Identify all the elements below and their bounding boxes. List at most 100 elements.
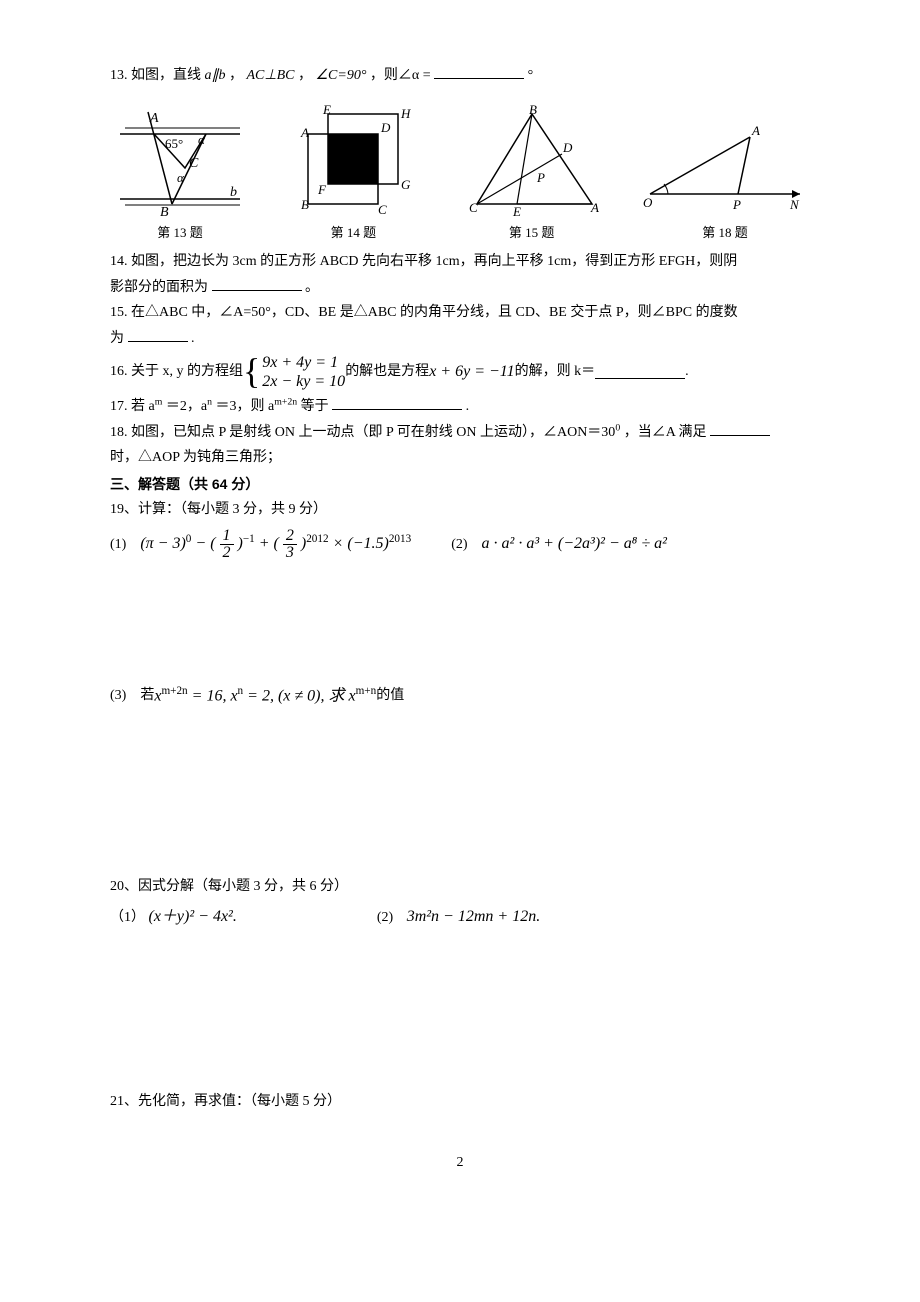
p3-e1: = 16, <box>192 687 231 704</box>
q16-brace: { <box>243 357 260 386</box>
q14-line2: 影部分的面积为 。 <box>110 276 810 298</box>
figure-18-caption: 第 18 题 <box>702 223 748 243</box>
q15-blank <box>128 327 188 342</box>
q13-rel: a∥b <box>205 68 226 83</box>
q17-end: . <box>466 399 470 414</box>
f14-G: G <box>401 177 411 192</box>
q18-l1-prefix: 18. 如图，已知点 P 是射线 ON 上一动点（即 P 可在射线 ON 上运动… <box>110 425 615 440</box>
f15-C: C <box>469 200 478 215</box>
p1-frac2: 23 <box>283 528 297 561</box>
f15-P: P <box>536 170 545 185</box>
q15-l2-suffix: . <box>191 331 195 346</box>
q20-title: 20、因式分解（每小题 3 分，共 6 分） <box>110 876 810 897</box>
f14-D: D <box>380 120 391 135</box>
f15-B: B <box>529 104 537 117</box>
q14-l2-suffix: 。 <box>305 280 319 295</box>
q13-s2: ， <box>298 68 312 83</box>
f14-A: A <box>300 125 309 140</box>
f14-H: H <box>400 106 411 121</box>
q17-line: 17. 若 am ＝2，an ＝3，则 am+2n 等于 . <box>110 395 810 417</box>
figure-14-caption: 第 14 题 <box>331 223 377 243</box>
p1-a-sup: 0 <box>186 533 192 545</box>
q19-parts-1-2: (1) (π − 3)0 − ( 12 )−1 + ( 23 )2012 × (… <box>110 528 810 561</box>
p1-p2013: 2013 <box>389 533 411 545</box>
q13-prefix: 13. 如图，直线 <box>110 68 205 83</box>
p1-f1d: 2 <box>220 545 234 561</box>
q16-blank <box>595 364 685 379</box>
q20-p2-label: (2) <box>377 910 393 925</box>
p1-pn1: −1 <box>243 533 255 545</box>
figure-14: A B C D E F G H 第 14 题 <box>283 104 423 243</box>
p1-f2n: 2 <box>283 528 297 545</box>
q13-perp: AC⊥BC <box>247 68 295 83</box>
f18-P: P <box>732 197 741 212</box>
q16-eq1: 9x + 4y = 1 <box>262 353 345 372</box>
q17-prefix: 17. 若 a <box>110 399 155 414</box>
q14-blank <box>212 276 302 291</box>
f13-B: B <box>160 205 169 219</box>
q16-end: . <box>685 361 689 382</box>
p3-x2: x <box>230 687 237 704</box>
f13-alpha-bot: α <box>177 170 185 185</box>
q19-p2-label: (2) <box>451 534 467 555</box>
q17-eq2: ＝3，则 a <box>215 399 274 414</box>
q17-suffix: 等于 <box>301 399 329 414</box>
q18-line2: 时，△AOP 为钝角三角形； <box>110 447 810 468</box>
q19-p1-label: (1) <box>110 534 126 555</box>
f14-F: F <box>317 182 327 197</box>
q16-eq2: 2x − ky = 10 <box>262 372 345 391</box>
q16-prefix: 16. 关于 x, y 的方程组 <box>110 361 243 382</box>
q16-line: 16. 关于 x, y 的方程组 { 9x + 4y = 1 2x − ky =… <box>110 353 810 391</box>
q20-p2: (2) 3m²n − 12mn + 12n. <box>377 905 540 929</box>
p3-x2s: n <box>238 685 244 697</box>
q20-p1-expr: (x＋y)² − 4x². <box>149 908 237 925</box>
q13-s3: ，则∠α = <box>370 68 431 83</box>
figure-18-svg: O A P N <box>640 119 810 219</box>
f15-E: E <box>512 204 521 219</box>
f13-65: 65° <box>165 136 183 151</box>
q19-workspace-2 <box>110 712 810 872</box>
q13-deg: ° <box>528 68 534 83</box>
q13-line: 13. 如图，直线 a∥b ， AC⊥BC ， ∠C=90° ，则∠α = ° <box>110 64 810 86</box>
p3-x1s: m+2n <box>161 685 187 697</box>
q17-supn: n <box>207 396 212 407</box>
page-number: 2 <box>110 1152 810 1173</box>
f15-D: D <box>562 140 573 155</box>
q13-blank <box>434 64 524 79</box>
p1-times: × (−1.5) <box>333 535 389 552</box>
q19-workspace-1 <box>110 569 810 679</box>
p1-a: (π − 3) <box>140 535 185 552</box>
f18-A: A <box>751 123 760 138</box>
figure-18: O A P N 第 18 题 <box>640 119 810 243</box>
f14-B: B <box>301 197 309 212</box>
q19-p3: (3) 若 xm+2n = 16, xn = 2, (x ≠ 0), 求 xm+… <box>110 683 810 708</box>
figure-15-svg: B C A E D P <box>457 104 607 219</box>
f13-b: b <box>230 185 237 200</box>
q19-p2: (2) a · a² · a³ + (−2a³)² − a⁸ ÷ a² <box>451 532 667 556</box>
p1-plus: + ( <box>259 535 279 552</box>
q18-l1-mid: ，当∠A 满足 <box>624 425 707 440</box>
f14-E: E <box>322 104 331 117</box>
q19-title: 19、计算：（每小题 3 分，共 9 分） <box>110 499 810 520</box>
q20-parts: （1） (x＋y)² − 4x². (2) 3m²n − 12mn + 12n. <box>110 905 810 929</box>
p3-x3s: m+n <box>356 685 377 697</box>
p1-m1: − ( <box>195 535 215 552</box>
figure-13-caption: 第 13 题 <box>157 223 203 243</box>
q19-p1-expr: (π − 3)0 − ( 12 )−1 + ( 23 )2012 × (−1.5… <box>140 528 411 561</box>
q18-line1: 18. 如图，已知点 P 是射线 ON 上一动点（即 P 可在射线 ON 上运动… <box>110 421 810 443</box>
f15-A: A <box>590 200 599 215</box>
q19-p2-expr: a · a² · a³ + (−2a³)² − a⁸ ÷ a² <box>482 532 667 556</box>
q19-p3-label: (3) <box>110 685 126 706</box>
q20-p1: （1） (x＋y)² − 4x². <box>110 905 237 929</box>
p3-x3: x <box>348 687 355 704</box>
q19-p3-prefix: 若 <box>140 685 154 706</box>
f13-alpha-top: α <box>198 132 206 147</box>
q19-p3-suffix: 的值 <box>376 685 404 706</box>
q16-system: 9x + 4y = 1 2x − ky = 10 <box>262 353 345 391</box>
p3-e2: = 2, (x ≠ 0), 求 <box>247 687 344 704</box>
figure-15-caption: 第 15 题 <box>509 223 555 243</box>
q21-title: 21、先化简，再求值：（每小题 5 分） <box>110 1091 810 1112</box>
q18-blank <box>710 421 770 436</box>
f18-O: O <box>643 195 653 210</box>
f14-C: C <box>378 202 387 217</box>
